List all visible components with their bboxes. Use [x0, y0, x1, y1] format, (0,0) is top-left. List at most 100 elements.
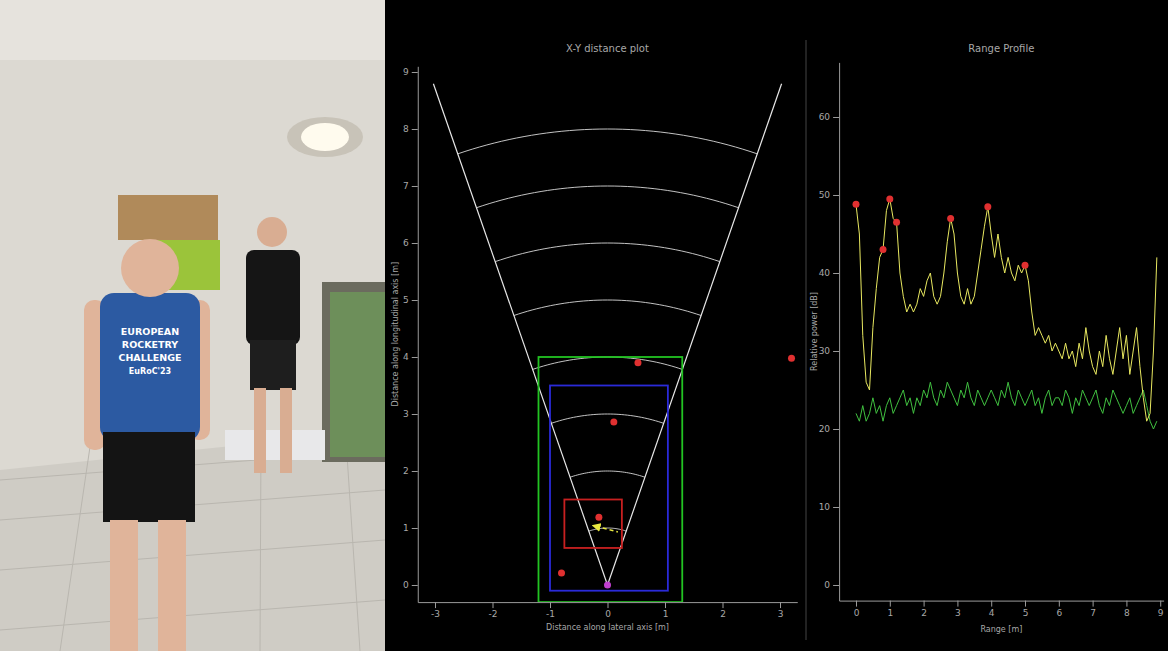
shirt-text: EuRoC'23	[129, 367, 171, 376]
shirt-text: ROCKETRY	[122, 339, 178, 350]
tick: 4	[403, 352, 418, 362]
zone	[550, 386, 668, 591]
tick: 3	[403, 409, 418, 419]
tick: 3	[955, 601, 961, 618]
axis-line	[839, 63, 840, 601]
tick: 9	[403, 67, 418, 77]
point	[604, 582, 611, 589]
axis: 0102030405060	[819, 63, 840, 601]
tick-label: -3	[431, 609, 440, 619]
person-leg	[158, 520, 186, 651]
tick-label: 0	[403, 580, 409, 590]
tick: 0	[403, 580, 418, 590]
tick-label: -2	[489, 609, 498, 619]
tick-label: 30	[819, 346, 831, 356]
tick-mark	[1025, 601, 1026, 607]
peak-marker	[853, 201, 860, 208]
tick-mark	[412, 186, 418, 187]
tick: 1	[403, 523, 418, 533]
tick-mark	[550, 602, 551, 608]
tick-label: 0	[605, 609, 611, 619]
tick: 1	[663, 602, 669, 619]
tick-mark	[833, 195, 839, 196]
ceiling	[0, 0, 385, 60]
photo: EUROPEANROCKETRYCHALLENGEEuRoC'23	[0, 0, 385, 651]
tick: -2	[489, 602, 498, 619]
tick-mark	[957, 601, 958, 607]
window-view	[330, 292, 385, 457]
person-head	[121, 239, 179, 297]
tick-mark	[412, 357, 418, 358]
tick-mark	[412, 414, 418, 415]
range-plot: Range Profile01234567890102030405060Rang…	[810, 43, 1164, 634]
plot-area	[433, 84, 795, 602]
tick: 4	[989, 601, 995, 618]
profile-line	[856, 382, 1157, 429]
tick-label: 5	[1023, 608, 1029, 618]
tick-mark	[608, 602, 609, 608]
tick-mark	[833, 273, 839, 274]
separator	[806, 40, 807, 640]
tick: 5	[1023, 601, 1029, 618]
canvas: EUROPEANROCKETRYCHALLENGEEuRoC'23X-Y dis…	[0, 0, 1168, 651]
shelf	[118, 195, 218, 240]
axis: 0123456789	[840, 601, 1165, 618]
tick-label: 2	[921, 608, 927, 618]
range-ring	[570, 471, 645, 477]
tick-mark	[412, 528, 418, 529]
chart-title: Range Profile	[968, 43, 1034, 54]
tick-label: 1	[887, 608, 893, 618]
tick-label: 1	[403, 523, 409, 533]
tick-mark	[412, 585, 418, 586]
zone	[539, 357, 683, 602]
tick-label: 8	[1124, 608, 1130, 618]
tick-mark	[412, 300, 418, 301]
tick: 50	[819, 190, 839, 200]
floor-tile-line	[346, 440, 360, 651]
tick-mark	[1160, 601, 1161, 607]
tick-mark	[493, 602, 494, 608]
axis-title: Range [m]	[980, 625, 1022, 634]
floor-tile-line	[0, 540, 385, 570]
tick: 7	[403, 181, 418, 191]
person-leg	[280, 388, 292, 473]
tick-label: -1	[546, 609, 555, 619]
point	[634, 359, 641, 366]
tick: 6	[1056, 601, 1062, 618]
tick-mark	[833, 507, 839, 508]
tick: 2	[720, 602, 726, 619]
tick-mark	[665, 602, 666, 608]
range-ring	[476, 186, 738, 208]
tick: -3	[431, 602, 440, 619]
tick-mark	[412, 243, 418, 244]
axis-line	[418, 67, 419, 603]
tick-mark	[833, 351, 839, 352]
person-leg	[254, 388, 266, 473]
axis-title: Relative power [dB]	[810, 292, 819, 371]
peak-marker	[947, 215, 954, 222]
tick-mark	[1059, 601, 1060, 607]
tick: 1	[887, 601, 893, 618]
axis: 0123456789	[403, 67, 418, 603]
tick-label: 3	[778, 609, 784, 619]
floor-tile-line	[60, 440, 91, 651]
tick-mark	[856, 601, 857, 607]
floor-tile-line	[0, 600, 385, 630]
axis-title: Distance along longitudinal axis [m]	[391, 262, 400, 407]
tick-label: 3	[403, 409, 409, 419]
tick: 7	[1090, 601, 1096, 618]
tick-label: 60	[819, 112, 831, 122]
person-torso	[100, 293, 200, 441]
tick-mark	[924, 601, 925, 607]
mattress	[225, 430, 325, 460]
tick-mark	[1126, 601, 1127, 607]
tick-label: 5	[403, 295, 409, 305]
point	[558, 570, 565, 577]
tick: 0	[605, 602, 611, 619]
person-torso	[246, 250, 300, 345]
tick-label: 20	[819, 424, 831, 434]
range-ring	[589, 528, 626, 531]
tick-label: 4	[403, 352, 409, 362]
tick: 60	[819, 112, 839, 122]
tick-label: 4	[989, 608, 995, 618]
